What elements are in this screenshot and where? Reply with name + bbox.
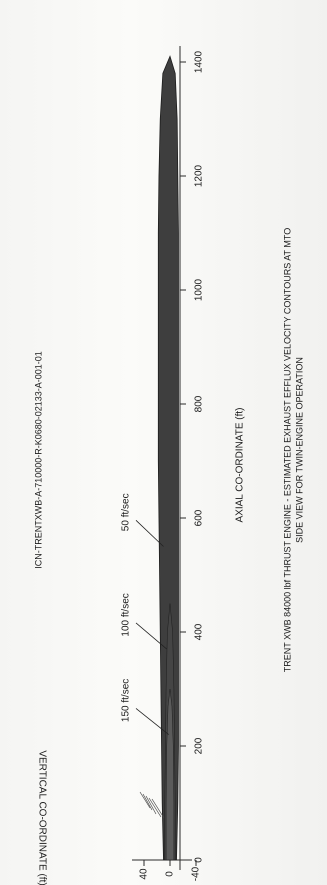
annotation-label: 100 ft/sec <box>121 593 132 636</box>
annotation-label: 150 ft/sec <box>121 679 132 722</box>
contour-150-ft-sec <box>165 688 175 861</box>
annotation-leader <box>135 708 169 735</box>
figure-id: ICN-TRENTXWB-A-710000-R-K0680-02133-A-00… <box>33 351 43 569</box>
annotation-label: 50 ft/sec <box>121 493 132 531</box>
y-tick-label: -40 <box>191 866 202 881</box>
annotation-leader <box>135 622 168 650</box>
plot-layer <box>139 55 179 861</box>
x-tick-label: 600 <box>194 509 205 526</box>
near-origin-contour-line <box>145 795 157 815</box>
y-tick-label: 0 <box>165 871 176 877</box>
axes-layer <box>132 46 197 870</box>
x-tick-label: 1000 <box>194 278 205 301</box>
near-origin-contour-line <box>151 798 165 819</box>
near-origin-contour-line <box>139 791 151 809</box>
labels-layer: 0 200 400 600 800 1000 1200 1400 -40 0 40 50 ft/sec… <box>121 50 205 881</box>
x-tick-label: 200 <box>194 737 205 754</box>
caption-line-2: SIDE VIEW FOR TWIN-ENGINE OPERATION <box>294 357 304 543</box>
x-tick-label: 1400 <box>194 50 205 73</box>
y-tick-label: 40 <box>139 868 150 880</box>
x-tick-label: 800 <box>194 395 205 412</box>
x-tick-label: 0 <box>194 857 205 863</box>
near-origin-contour-line <box>148 797 162 818</box>
y-axis-label: VERTICAL CO-ORDINATE (ft) <box>36 750 47 885</box>
x-tick-label: 400 <box>194 623 205 640</box>
annotation-leader <box>135 520 164 547</box>
caption-line-1: TRENT XWB 84000 lbf THRUST ENGINE - ESTI… <box>282 228 292 672</box>
x-axis-label: AXIAL CO-ORDINATE (ft) <box>235 407 246 522</box>
x-tick-label: 1200 <box>194 164 205 187</box>
near-origin-contour-line <box>142 793 153 811</box>
